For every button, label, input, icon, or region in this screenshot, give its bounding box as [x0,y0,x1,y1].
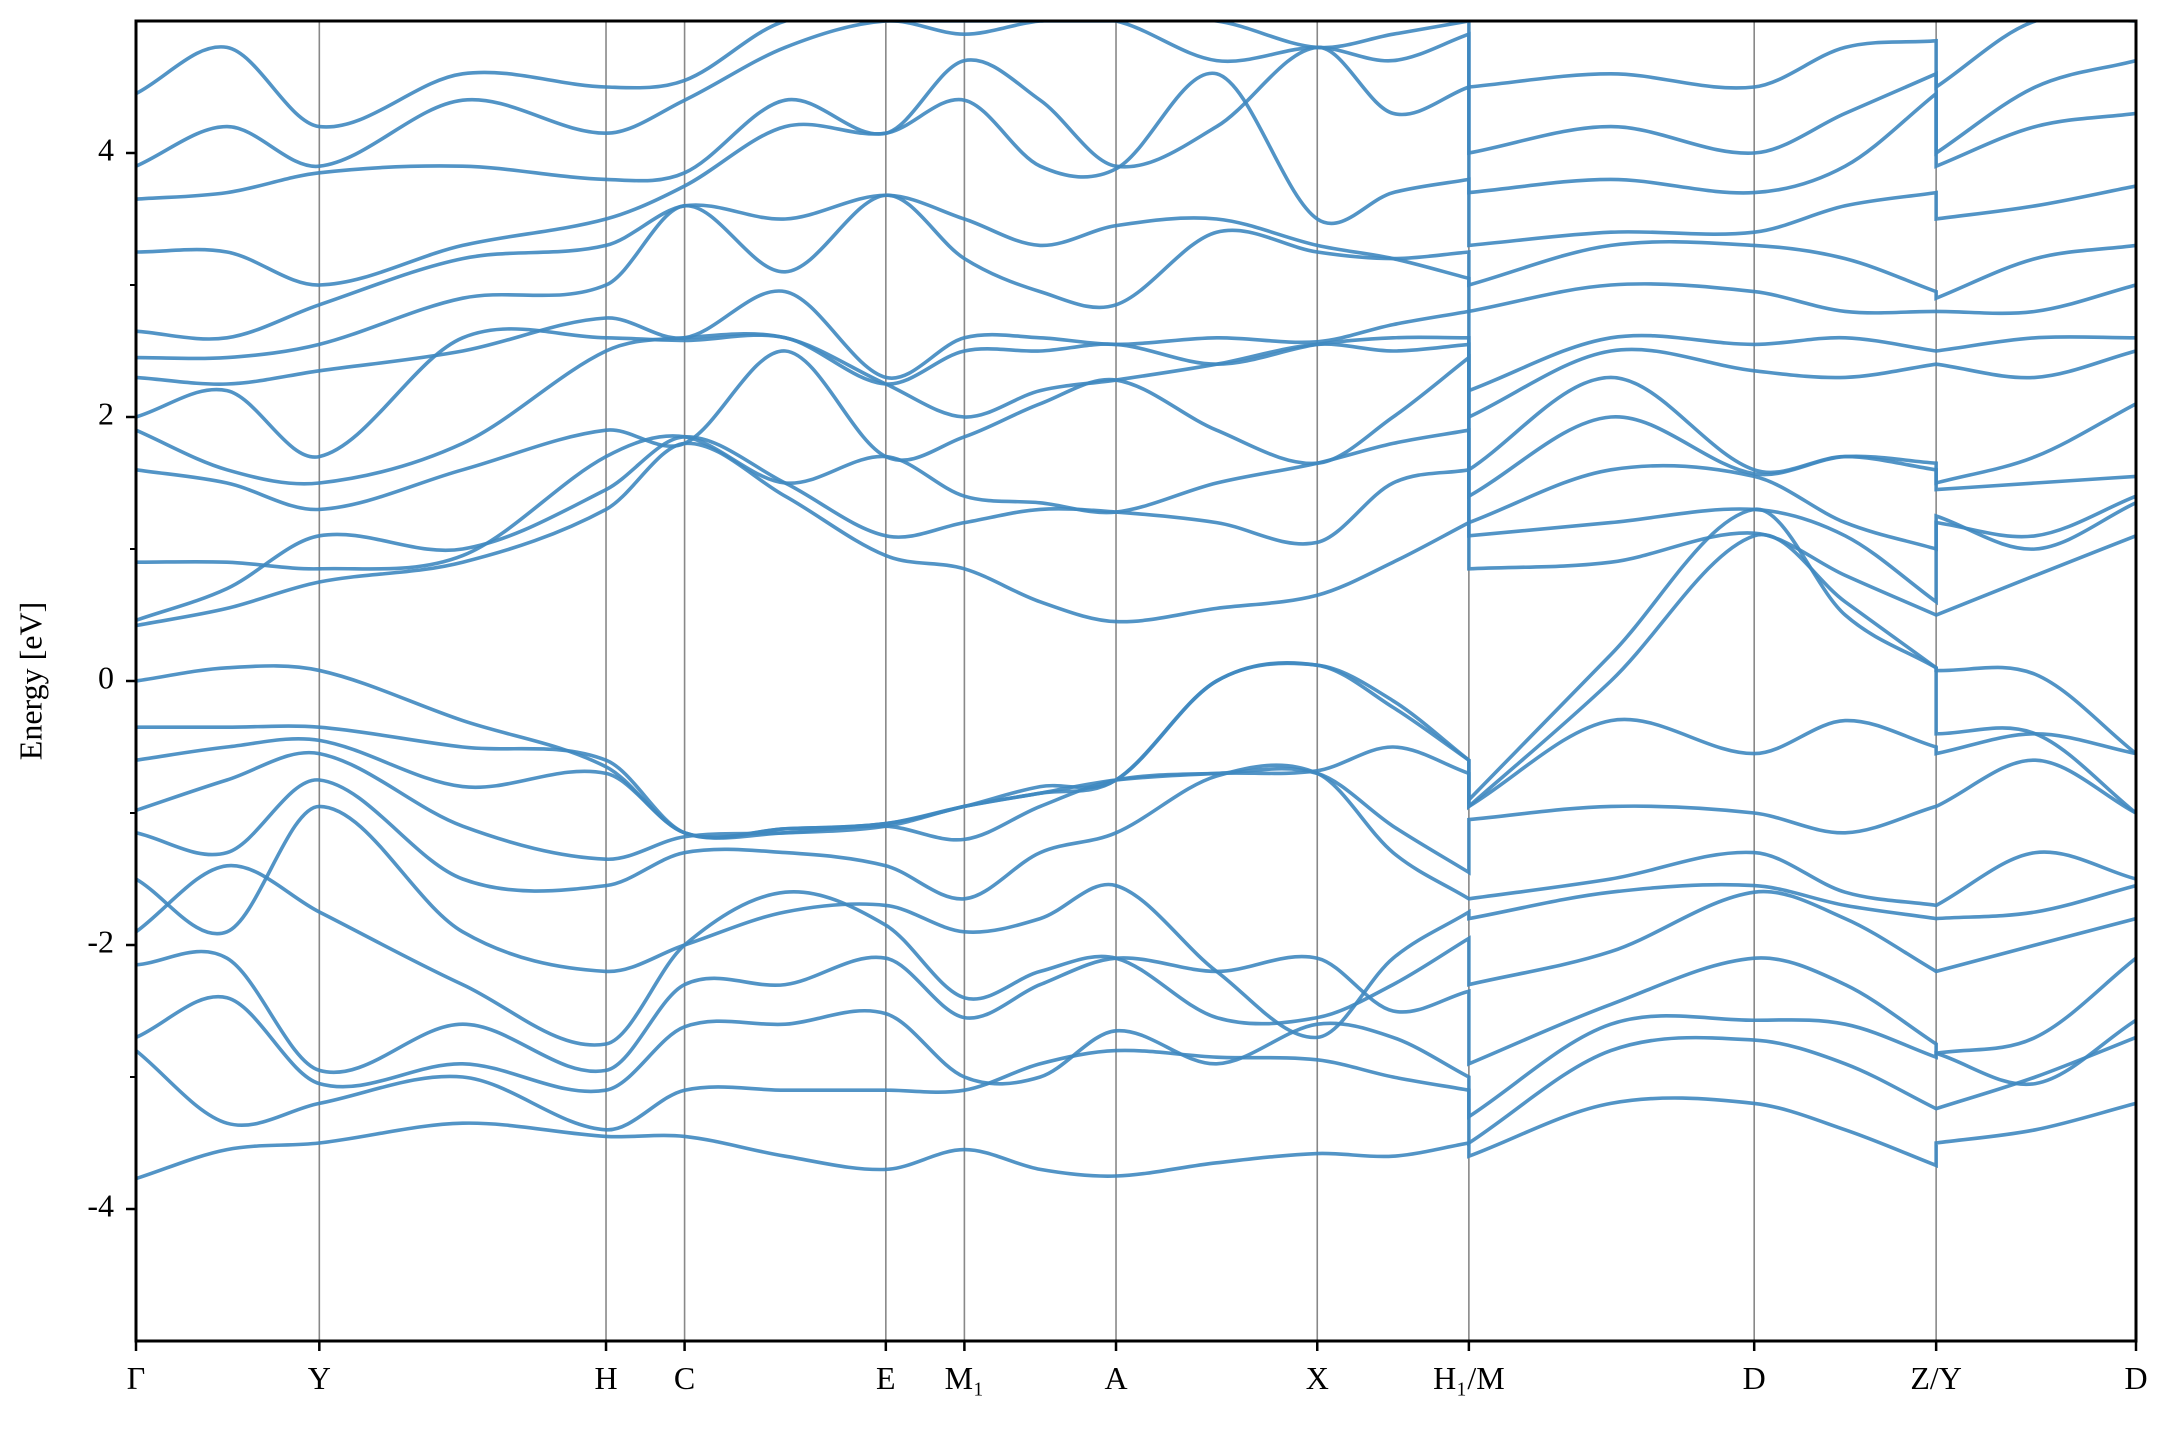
y-axis-label: Energy [eV] [12,602,48,760]
x-tick-label: H₁/M [1433,1360,1505,1396]
x-tick-label: D [1743,1360,1766,1396]
band [136,507,2136,840]
band [136,428,2136,571]
y-tick-label: 4 [98,131,114,167]
x-tick-label: E [876,1360,896,1396]
band [136,21,2136,129]
band [136,994,2136,1120]
band [136,804,2136,1040]
x-tick-label: H [594,1360,617,1396]
x-tick-label: Γ [127,1360,146,1396]
band [136,763,2136,908]
x-tick-label: X [1306,1360,1329,1396]
y-tick-label: 0 [98,659,114,695]
x-tick-label: D [2124,1360,2147,1396]
plot-frame [134,19,2138,1343]
bands [136,21,2136,1181]
band [136,532,2136,840]
y-tick-label: -2 [87,923,114,959]
band [136,863,2136,1047]
x-tick-label: A [1104,1360,1127,1396]
band [136,717,2136,840]
band [136,441,2136,628]
band [136,327,2136,459]
band [136,949,2136,1074]
y-tick-label: -4 [87,1187,114,1223]
band [136,45,2136,201]
x-tick-label: Z/Y [1910,1360,1962,1396]
band [136,1096,2136,1181]
y-tick-label: 2 [98,395,114,431]
x-tick-label: Y [308,1360,331,1396]
x-tick-label: M₁ [945,1360,985,1396]
band [136,349,2136,512]
band [136,71,2136,287]
band [136,193,2136,361]
band [136,289,2136,394]
band [136,331,2136,486]
band [136,1035,2136,1147]
band [136,750,2136,876]
band [136,193,2136,341]
band [136,21,2136,169]
x-tick-label: C [674,1360,695,1396]
